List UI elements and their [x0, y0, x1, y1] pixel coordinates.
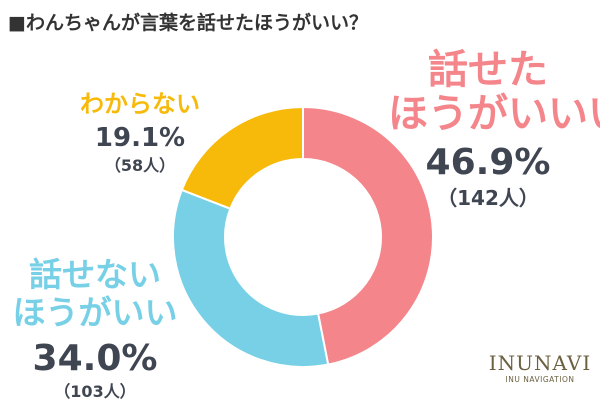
slice-category-line: ほうがいいい	[388, 91, 600, 137]
slice-count: （142人）	[437, 186, 539, 210]
brand-name: INUNAVI	[488, 351, 592, 375]
slice-label-no: 話せない ほうがいい 34.0% （103人）	[0, 256, 190, 402]
slice-category-line: わからない	[80, 90, 200, 118]
page-title: ■わんちゃんが言葉を話せたほうがいい？	[8, 12, 368, 34]
donut-slice-yes	[302, 105, 434, 366]
slice-count: （103人）	[54, 382, 136, 401]
slice-count: （58人）	[104, 156, 176, 175]
slice-label-yes: 話せた ほうがいいい 46.9% （142人）	[388, 47, 600, 210]
donut-slice-no	[172, 188, 330, 368]
slice-percent: 19.1%	[94, 123, 186, 153]
slice-category-line: ほうがいい	[12, 293, 178, 332]
brand-tagline: INU NAVIGATION	[505, 375, 575, 384]
slice-percent: 46.9%	[425, 142, 551, 183]
slice-category-line: 話せない	[29, 255, 161, 294]
brand-logo: INUNAVI INU NAVIGATION	[488, 352, 592, 386]
slice-label-unknown: わからない 19.1% （58人）	[70, 90, 210, 176]
donut-slice-unknown	[180, 105, 304, 211]
slice-category-line: 話せた	[428, 47, 548, 93]
slice-percent: 34.0%	[32, 338, 158, 379]
